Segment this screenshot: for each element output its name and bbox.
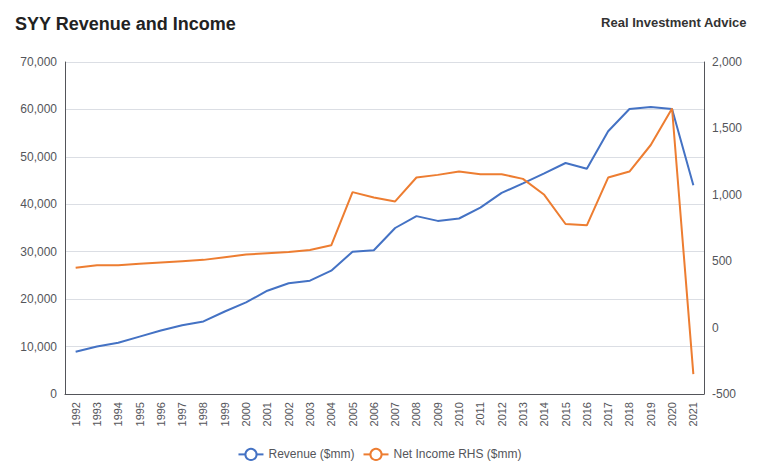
- svg-text:1994: 1994: [112, 402, 124, 426]
- svg-text:500: 500: [712, 254, 732, 268]
- svg-text:Net Income RHS ($mm): Net Income RHS ($mm): [394, 447, 522, 461]
- svg-text:1992: 1992: [70, 402, 82, 426]
- svg-text:2017: 2017: [602, 402, 614, 426]
- svg-text:SYY Revenue and Income: SYY Revenue and Income: [15, 14, 236, 34]
- svg-text:2015: 2015: [560, 402, 572, 426]
- svg-text:Real Investment Advice: Real Investment Advice: [601, 15, 746, 30]
- svg-text:1998: 1998: [197, 402, 209, 426]
- svg-text:30,000: 30,000: [20, 245, 57, 259]
- svg-text:1999: 1999: [219, 402, 231, 426]
- svg-text:2011: 2011: [474, 402, 486, 426]
- svg-text:2013: 2013: [517, 402, 529, 426]
- svg-text:2002: 2002: [283, 402, 295, 426]
- svg-text:60,000: 60,000: [20, 102, 57, 116]
- svg-text:2021: 2021: [687, 402, 699, 426]
- svg-text:2019: 2019: [645, 402, 657, 426]
- svg-text:1,000: 1,000: [712, 188, 742, 202]
- svg-text:2003: 2003: [304, 402, 316, 426]
- svg-text:1,500: 1,500: [712, 121, 742, 135]
- svg-text:0: 0: [712, 321, 719, 335]
- svg-text:40,000: 40,000: [20, 197, 57, 211]
- svg-text:2016: 2016: [581, 402, 593, 426]
- svg-text:2001: 2001: [261, 402, 273, 426]
- svg-text:70,000: 70,000: [20, 55, 57, 69]
- svg-text:1993: 1993: [91, 402, 103, 426]
- svg-text:50,000: 50,000: [20, 150, 57, 164]
- svg-text:Revenue ($mm): Revenue ($mm): [268, 447, 354, 461]
- svg-text:2006: 2006: [368, 402, 380, 426]
- svg-text:2007: 2007: [389, 402, 401, 426]
- svg-text:20,000: 20,000: [20, 292, 57, 306]
- svg-text:2004: 2004: [325, 402, 337, 426]
- svg-text:2009: 2009: [432, 402, 444, 426]
- svg-text:2014: 2014: [538, 402, 550, 426]
- svg-text:2005: 2005: [347, 402, 359, 426]
- svg-text:1995: 1995: [134, 402, 146, 426]
- svg-text:0: 0: [50, 387, 57, 401]
- svg-text:-500: -500: [712, 387, 736, 401]
- svg-text:2020: 2020: [666, 402, 678, 426]
- svg-text:2018: 2018: [623, 402, 635, 426]
- svg-text:2012: 2012: [496, 402, 508, 426]
- svg-text:1997: 1997: [176, 402, 188, 426]
- svg-text:2008: 2008: [410, 402, 422, 426]
- svg-text:2,000: 2,000: [712, 55, 742, 69]
- svg-text:2000: 2000: [240, 402, 252, 426]
- svg-text:1996: 1996: [155, 402, 167, 426]
- svg-text:2010: 2010: [453, 402, 465, 426]
- svg-text:10,000: 10,000: [20, 340, 57, 354]
